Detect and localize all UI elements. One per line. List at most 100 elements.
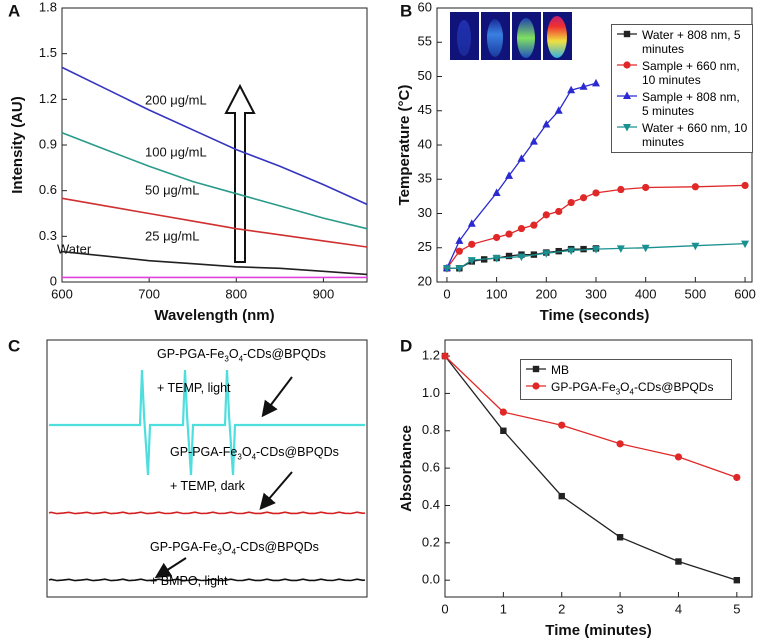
legend-entry: Sample + 660 nm, 10 minutes [616, 59, 748, 87]
panel-letter: D [400, 336, 412, 355]
marker [505, 230, 513, 238]
legend-icon [617, 30, 637, 38]
legend-entry: GP-PGA-Fe3O4-CDs@BPQDs [525, 380, 727, 396]
x-tick-label: 5 [733, 601, 740, 616]
series-label: 50 μg/mL [145, 182, 199, 197]
marker [733, 576, 741, 584]
y-tick-label: 0.0 [422, 572, 440, 587]
y-tick-label: 1.5 [39, 45, 57, 60]
panel-letter: B [400, 1, 412, 20]
marker [467, 257, 476, 265]
x-axis-label: Wavelength (nm) [154, 307, 274, 324]
x-tick-label: 600 [734, 286, 756, 301]
x-tick-label: 900 [313, 286, 335, 301]
marker [591, 246, 600, 254]
marker [500, 427, 507, 434]
y-tick-label: 1.2 [422, 348, 440, 363]
marker [555, 207, 563, 216]
x-tick-label: 600 [51, 286, 73, 301]
marker [642, 183, 650, 192]
x-tick-label: 100 [486, 286, 508, 301]
spectrum-trace [49, 369, 365, 476]
marker [567, 85, 576, 94]
marker [455, 247, 463, 255]
marker [567, 198, 575, 207]
marker [455, 265, 464, 273]
marker [674, 453, 683, 461]
legend-icon [617, 124, 637, 132]
marker [455, 236, 464, 244]
y-tick-label: 40 [418, 136, 432, 151]
pointer-arrow [261, 376, 293, 418]
x-tick-label: 1 [500, 601, 507, 616]
series-line [61, 197, 368, 248]
marker [442, 265, 451, 273]
y-tick-label: 30 [418, 205, 432, 220]
marker [616, 440, 624, 448]
marker [517, 154, 526, 162]
legend-icon [617, 91, 637, 99]
marker [691, 183, 699, 191]
marker [505, 252, 513, 260]
marker [467, 219, 476, 227]
legend-entry: Water + 660 nm, 10 minutes [616, 121, 748, 149]
y-tick-label: 20 [418, 273, 432, 288]
y-tick-label: 0.8 [422, 422, 440, 437]
marker [617, 185, 625, 194]
series-label: 25 μg/mL [145, 228, 199, 243]
x-tick-label: 400 [635, 286, 657, 301]
thermal-spot [517, 18, 535, 58]
series-line [446, 82, 597, 269]
series-line [444, 355, 738, 479]
marker [691, 242, 700, 251]
series-line [61, 250, 368, 276]
legend-label: GP-PGA-Fe3O4-CDs@BPQDs [551, 380, 714, 397]
y-tick-label: 0.6 [39, 182, 57, 197]
trace-label: GP-PGA-Fe3O4-CDs@BPQDs + TEMP, light [157, 347, 326, 395]
legend-entry: MB [525, 363, 727, 377]
marker [441, 352, 449, 360]
x-axis-label: Time (seconds) [540, 307, 650, 324]
trace-label: GP-PGA-Fe3O4-CDs@BPQDs + BMPO, light [150, 540, 319, 588]
y-tick-label: 1.8 [39, 0, 57, 14]
marker [623, 30, 631, 38]
y-tick-label: 0.9 [39, 136, 57, 151]
series-line [61, 66, 368, 206]
legend-label: Sample + 660 nm, 10 minutes [642, 59, 740, 87]
marker [675, 558, 682, 565]
x-tick-label: 0 [443, 286, 450, 301]
marker [623, 91, 631, 99]
panel-letter: A [8, 1, 20, 20]
legend: MB GP-PGA-Fe3O4-CDs@BPQDs [520, 359, 732, 401]
y-tick-label: 25 [418, 239, 432, 254]
marker [542, 250, 551, 258]
thermal-images [450, 12, 572, 60]
marker [499, 408, 507, 416]
legend: Water + 808 nm, 5 minutes Sample + 660 nm… [611, 24, 753, 153]
marker [493, 233, 501, 242]
marker [492, 255, 501, 263]
pointer-arrow [259, 471, 293, 511]
legend-label: MB [551, 363, 569, 377]
marker [558, 492, 565, 500]
y-tick-label: 50 [418, 68, 432, 83]
x-tick-label: 3 [616, 601, 623, 616]
marker [616, 534, 624, 541]
series-line [446, 242, 746, 269]
marker [468, 240, 476, 248]
x-tick-label: 700 [138, 286, 160, 301]
marker [741, 240, 750, 249]
marker [555, 247, 562, 255]
spectrum-trace [48, 511, 366, 515]
y-tick-label: 0.3 [39, 228, 57, 243]
marker [591, 78, 600, 87]
marker [623, 61, 631, 69]
marker [532, 382, 540, 390]
y-tick-label: 1.0 [422, 385, 440, 400]
y-tick-label: 1.2 [39, 91, 57, 106]
series-line [446, 184, 746, 269]
thermal-spot [457, 20, 471, 56]
x-tick-label: 200 [535, 286, 557, 301]
x-axis-label: Time (minutes) [545, 622, 651, 639]
